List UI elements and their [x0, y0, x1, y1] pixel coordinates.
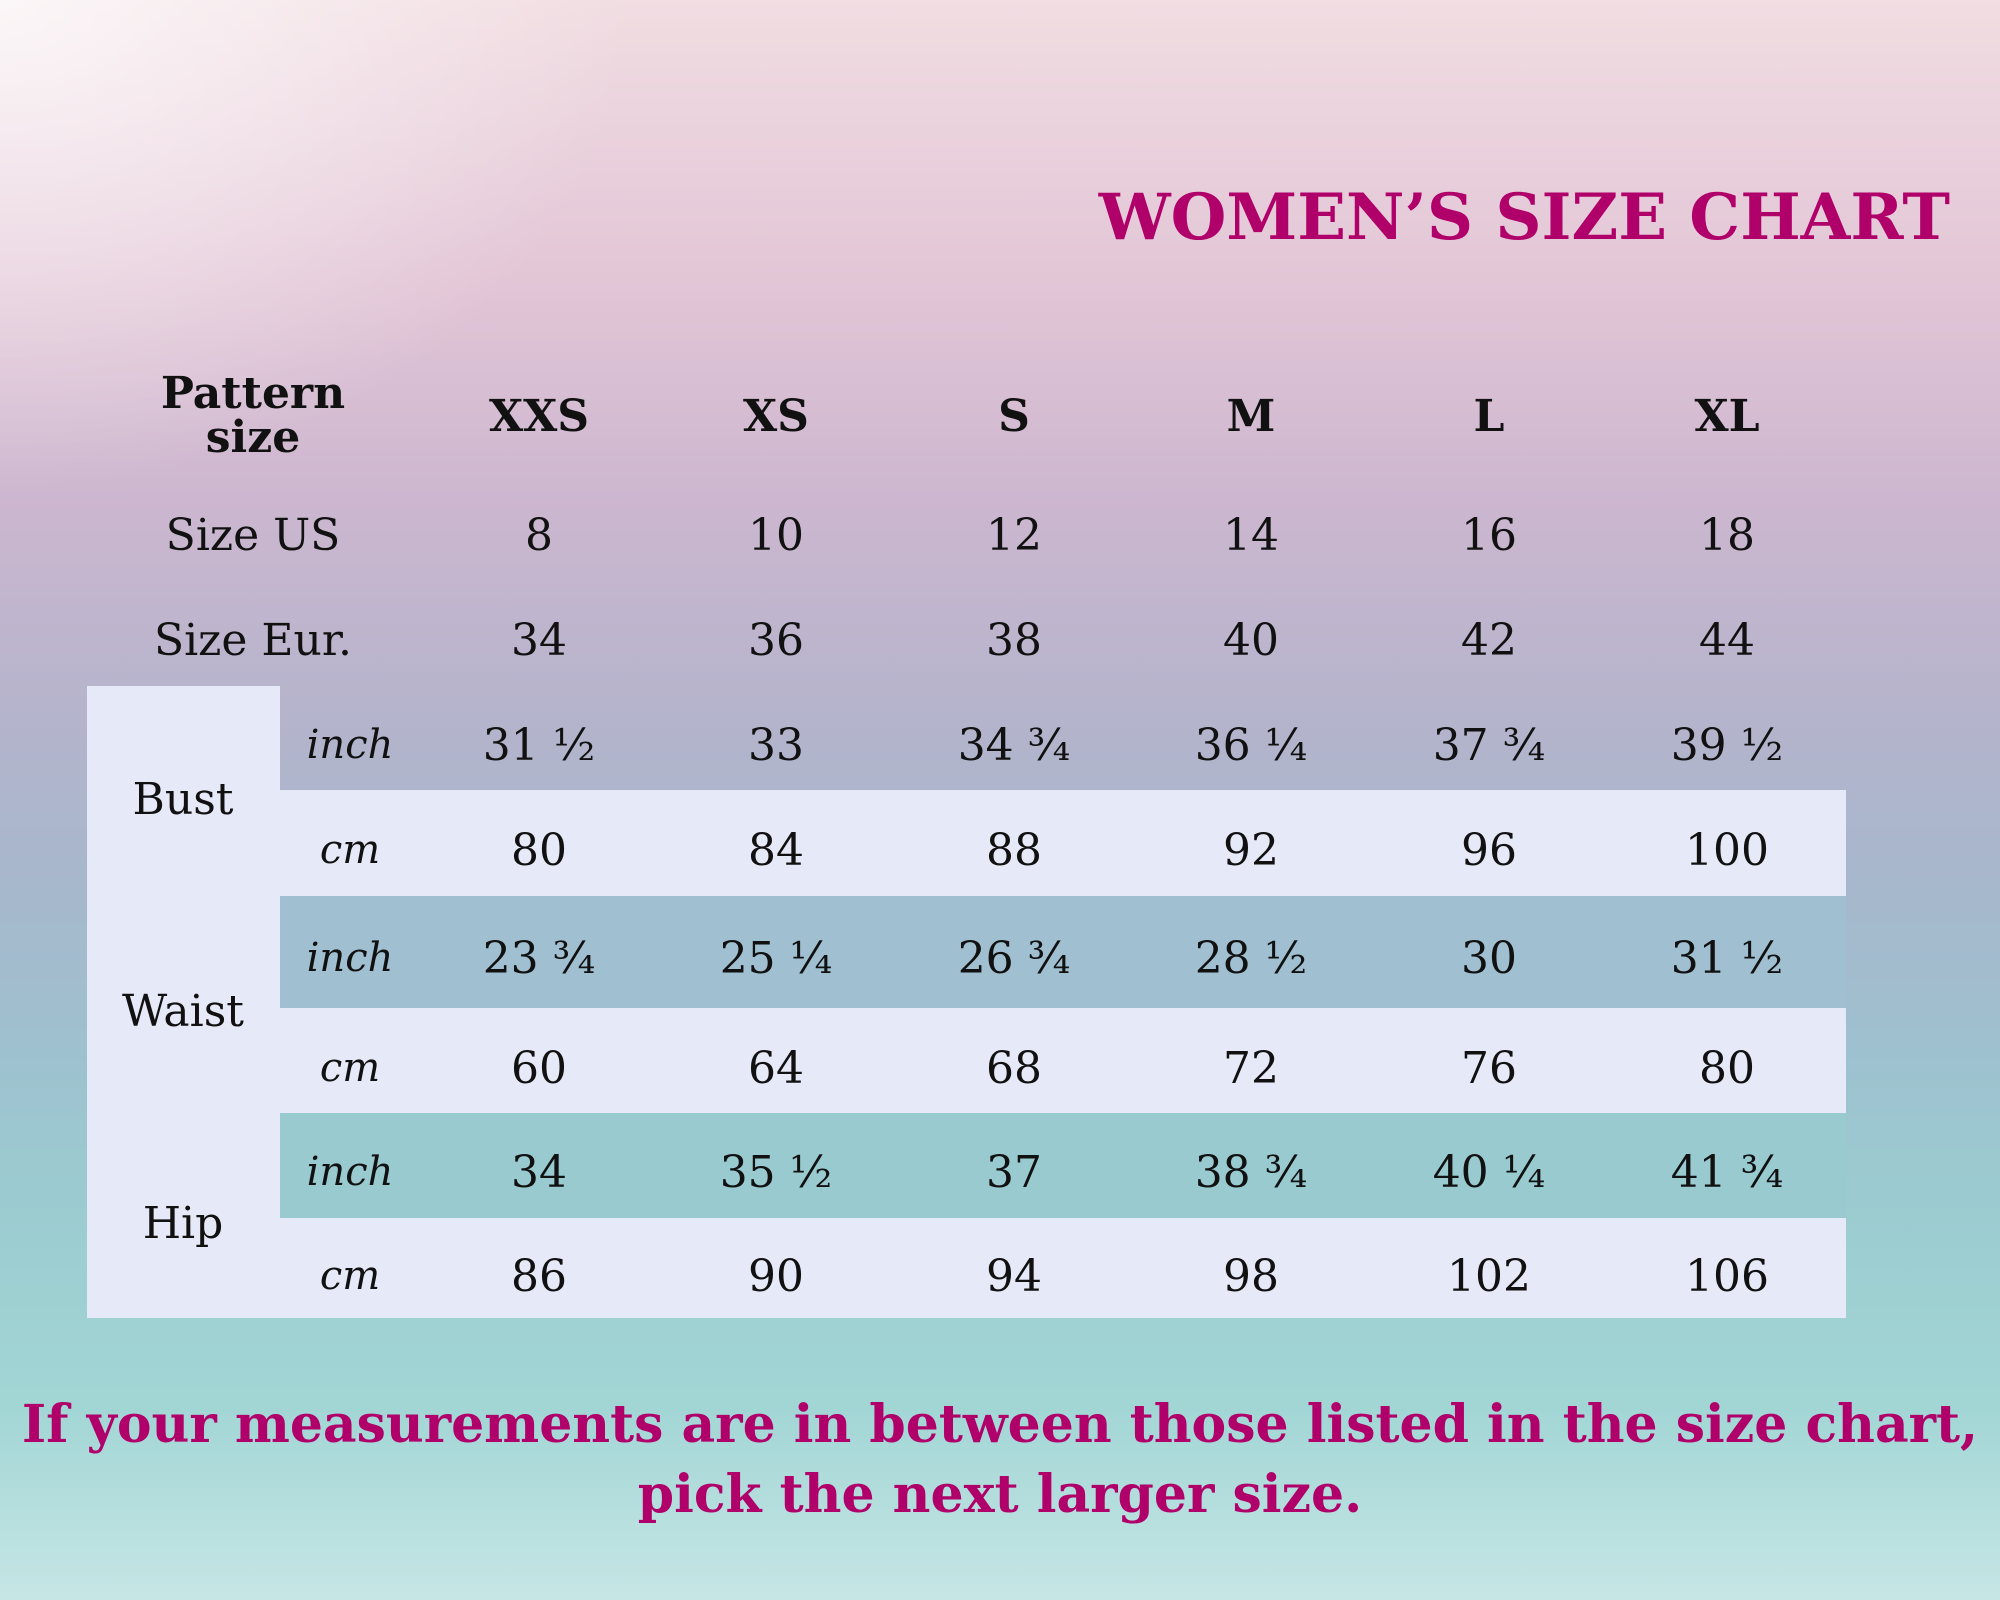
waist-cm-value: 76	[1461, 1042, 1517, 1094]
waist-cm-value: 64	[748, 1042, 804, 1094]
bust-inch-value: 34 ¾	[957, 719, 1071, 771]
hip-cm-value: 86	[511, 1250, 567, 1302]
bust-cm-value: 80	[511, 824, 567, 876]
row-label-size-us: Size US	[165, 509, 341, 561]
bust-label: Bust	[132, 773, 234, 825]
size-header-xxs: XXS	[488, 390, 590, 442]
hip-inch-value: 35 ½	[719, 1146, 833, 1198]
waist-cm-band	[280, 1008, 1846, 1113]
size-eur-value: 36	[748, 614, 804, 666]
bust-inch-value: 33	[748, 719, 804, 771]
bust-cm-unit: cm	[319, 827, 381, 873]
size-us-value: 12	[986, 509, 1042, 561]
row-label-size-eur: Size Eur.	[153, 614, 353, 666]
size-eur-value: 40	[1223, 614, 1279, 666]
waist-inch-value: 26 ¾	[957, 932, 1071, 984]
bust-inch-value: 36 ¼	[1194, 719, 1308, 771]
waist-label: Waist	[122, 985, 244, 1037]
hip-cm-band	[280, 1218, 1846, 1318]
hip-inch-value: 41 ¾	[1670, 1146, 1784, 1198]
footer-note: If your measurements are in between thos…	[0, 1390, 2000, 1530]
bust-cm-value: 100	[1685, 824, 1769, 876]
hip-cm-value: 94	[986, 1250, 1042, 1302]
bust-cm-value: 88	[986, 824, 1042, 876]
waist-inch-value: 31 ½	[1670, 932, 1784, 984]
hip-cm-unit: cm	[319, 1253, 381, 1299]
hip-inch-value: 38 ¾	[1194, 1146, 1308, 1198]
waist-cm-value: 80	[1699, 1042, 1755, 1094]
size-us-value: 16	[1461, 509, 1517, 561]
waist-inch-band	[280, 896, 1846, 1008]
hip-inch-value: 34	[511, 1146, 567, 1198]
bust-inch-value: 39 ½	[1670, 719, 1784, 771]
bust-cm-value: 84	[748, 824, 804, 876]
bust-cm-band	[280, 790, 1846, 896]
waist-inch-value: 28 ½	[1194, 932, 1308, 984]
waist-inch-value: 25 ¼	[719, 932, 833, 984]
waist-inch-unit: inch	[306, 935, 394, 981]
page-title: WOMEN’S SIZE CHART	[1098, 180, 1950, 255]
pattern-size-header-line-2: size	[205, 412, 301, 463]
size-header-s: S	[998, 390, 1030, 442]
hip-cm-value: 106	[1685, 1250, 1769, 1302]
waist-inch-value: 30	[1461, 932, 1517, 984]
bust-cm-value: 96	[1461, 824, 1517, 876]
waist-cm-value: 68	[986, 1042, 1042, 1094]
size-us-value: 14	[1223, 509, 1279, 561]
footer-line-1: If your measurements are in between thos…	[21, 1394, 1979, 1455]
pattern-size-header-line-1: Pattern	[160, 368, 346, 419]
hip-inch-value: 40 ¼	[1432, 1146, 1546, 1198]
bust-inch-unit: inch	[306, 722, 394, 768]
size-header-m: M	[1226, 390, 1276, 442]
waist-cm-value: 60	[511, 1042, 567, 1094]
hip-label: Hip	[142, 1197, 224, 1249]
bust-inch-value: 37 ¾	[1432, 719, 1546, 771]
bust-inch-value: 31 ½	[482, 719, 596, 771]
waist-cm-unit: cm	[319, 1045, 381, 1091]
bust-cm-value: 92	[1223, 824, 1279, 876]
waist-inch-value: 23 ¾	[482, 932, 596, 984]
size-us-value: 8	[525, 509, 553, 561]
size-header-xl: XL	[1694, 390, 1760, 442]
hip-cm-value: 98	[1223, 1250, 1279, 1302]
hip-inch-value: 37	[986, 1146, 1042, 1198]
size-us-value: 10	[748, 509, 804, 561]
size-header-xs: XS	[743, 390, 809, 442]
size-eur-value: 44	[1699, 614, 1755, 666]
hip-inch-unit: inch	[306, 1149, 394, 1195]
pattern-size-header: Pattern size	[103, 366, 403, 466]
size-header-l: L	[1473, 390, 1505, 442]
waist-cm-value: 72	[1223, 1042, 1279, 1094]
hip-cm-value: 102	[1447, 1250, 1531, 1302]
hip-cm-value: 90	[748, 1250, 804, 1302]
size-us-value: 18	[1699, 509, 1755, 561]
size-eur-value: 38	[986, 614, 1042, 666]
footer-line-2: pick the next larger size.	[637, 1464, 1363, 1525]
size-eur-value: 34	[511, 614, 567, 666]
size-eur-value: 42	[1461, 614, 1517, 666]
measurement-label-column	[87, 686, 280, 1318]
hip-inch-band	[280, 1113, 1846, 1218]
